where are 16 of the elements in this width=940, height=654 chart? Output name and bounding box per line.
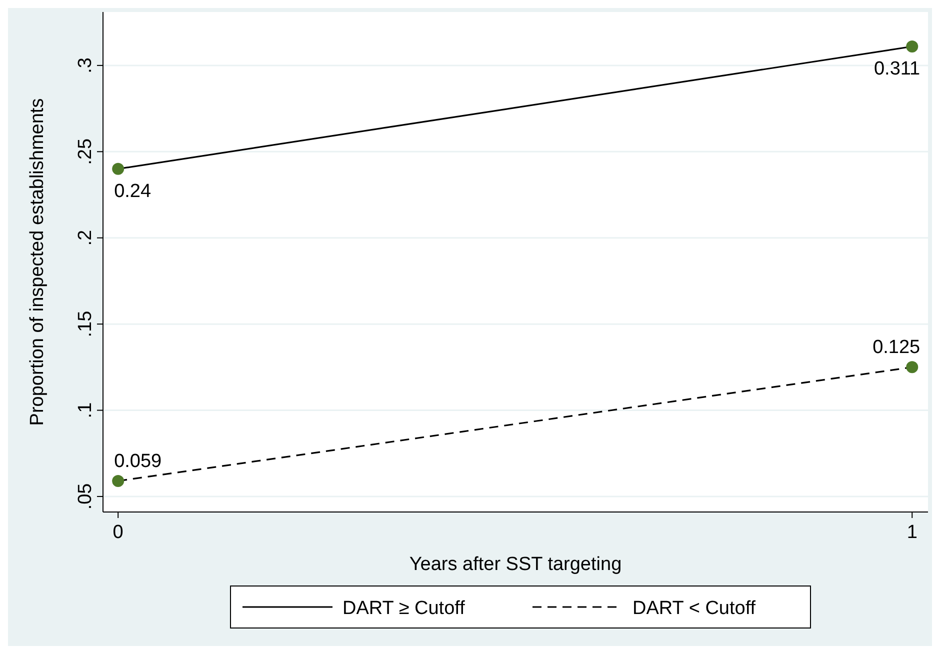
- y-tick-label: .15: [75, 310, 96, 338]
- data-label: 0.24: [114, 180, 152, 202]
- y-tick-label: .3: [75, 58, 96, 74]
- data-label: 0.311: [874, 58, 920, 80]
- legend-label: DART < Cutoff: [632, 598, 756, 619]
- x-tick-label: 1: [906, 522, 918, 543]
- data-label: 0.059: [114, 450, 162, 472]
- x-axis-title: Years after SST targeting: [409, 554, 622, 575]
- y-axis-title: Proportion of inspected establishments: [27, 98, 48, 426]
- y-tick-label: .05: [75, 483, 96, 510]
- x-tick-label: 0: [112, 522, 124, 543]
- data-label: 0.125: [872, 337, 920, 358]
- legend-label: DART ≥ Cutoff: [342, 598, 466, 619]
- y-tick-label: .25: [75, 138, 96, 165]
- y-tick-label: .1: [75, 402, 96, 418]
- y-tick-label: .2: [75, 230, 96, 246]
